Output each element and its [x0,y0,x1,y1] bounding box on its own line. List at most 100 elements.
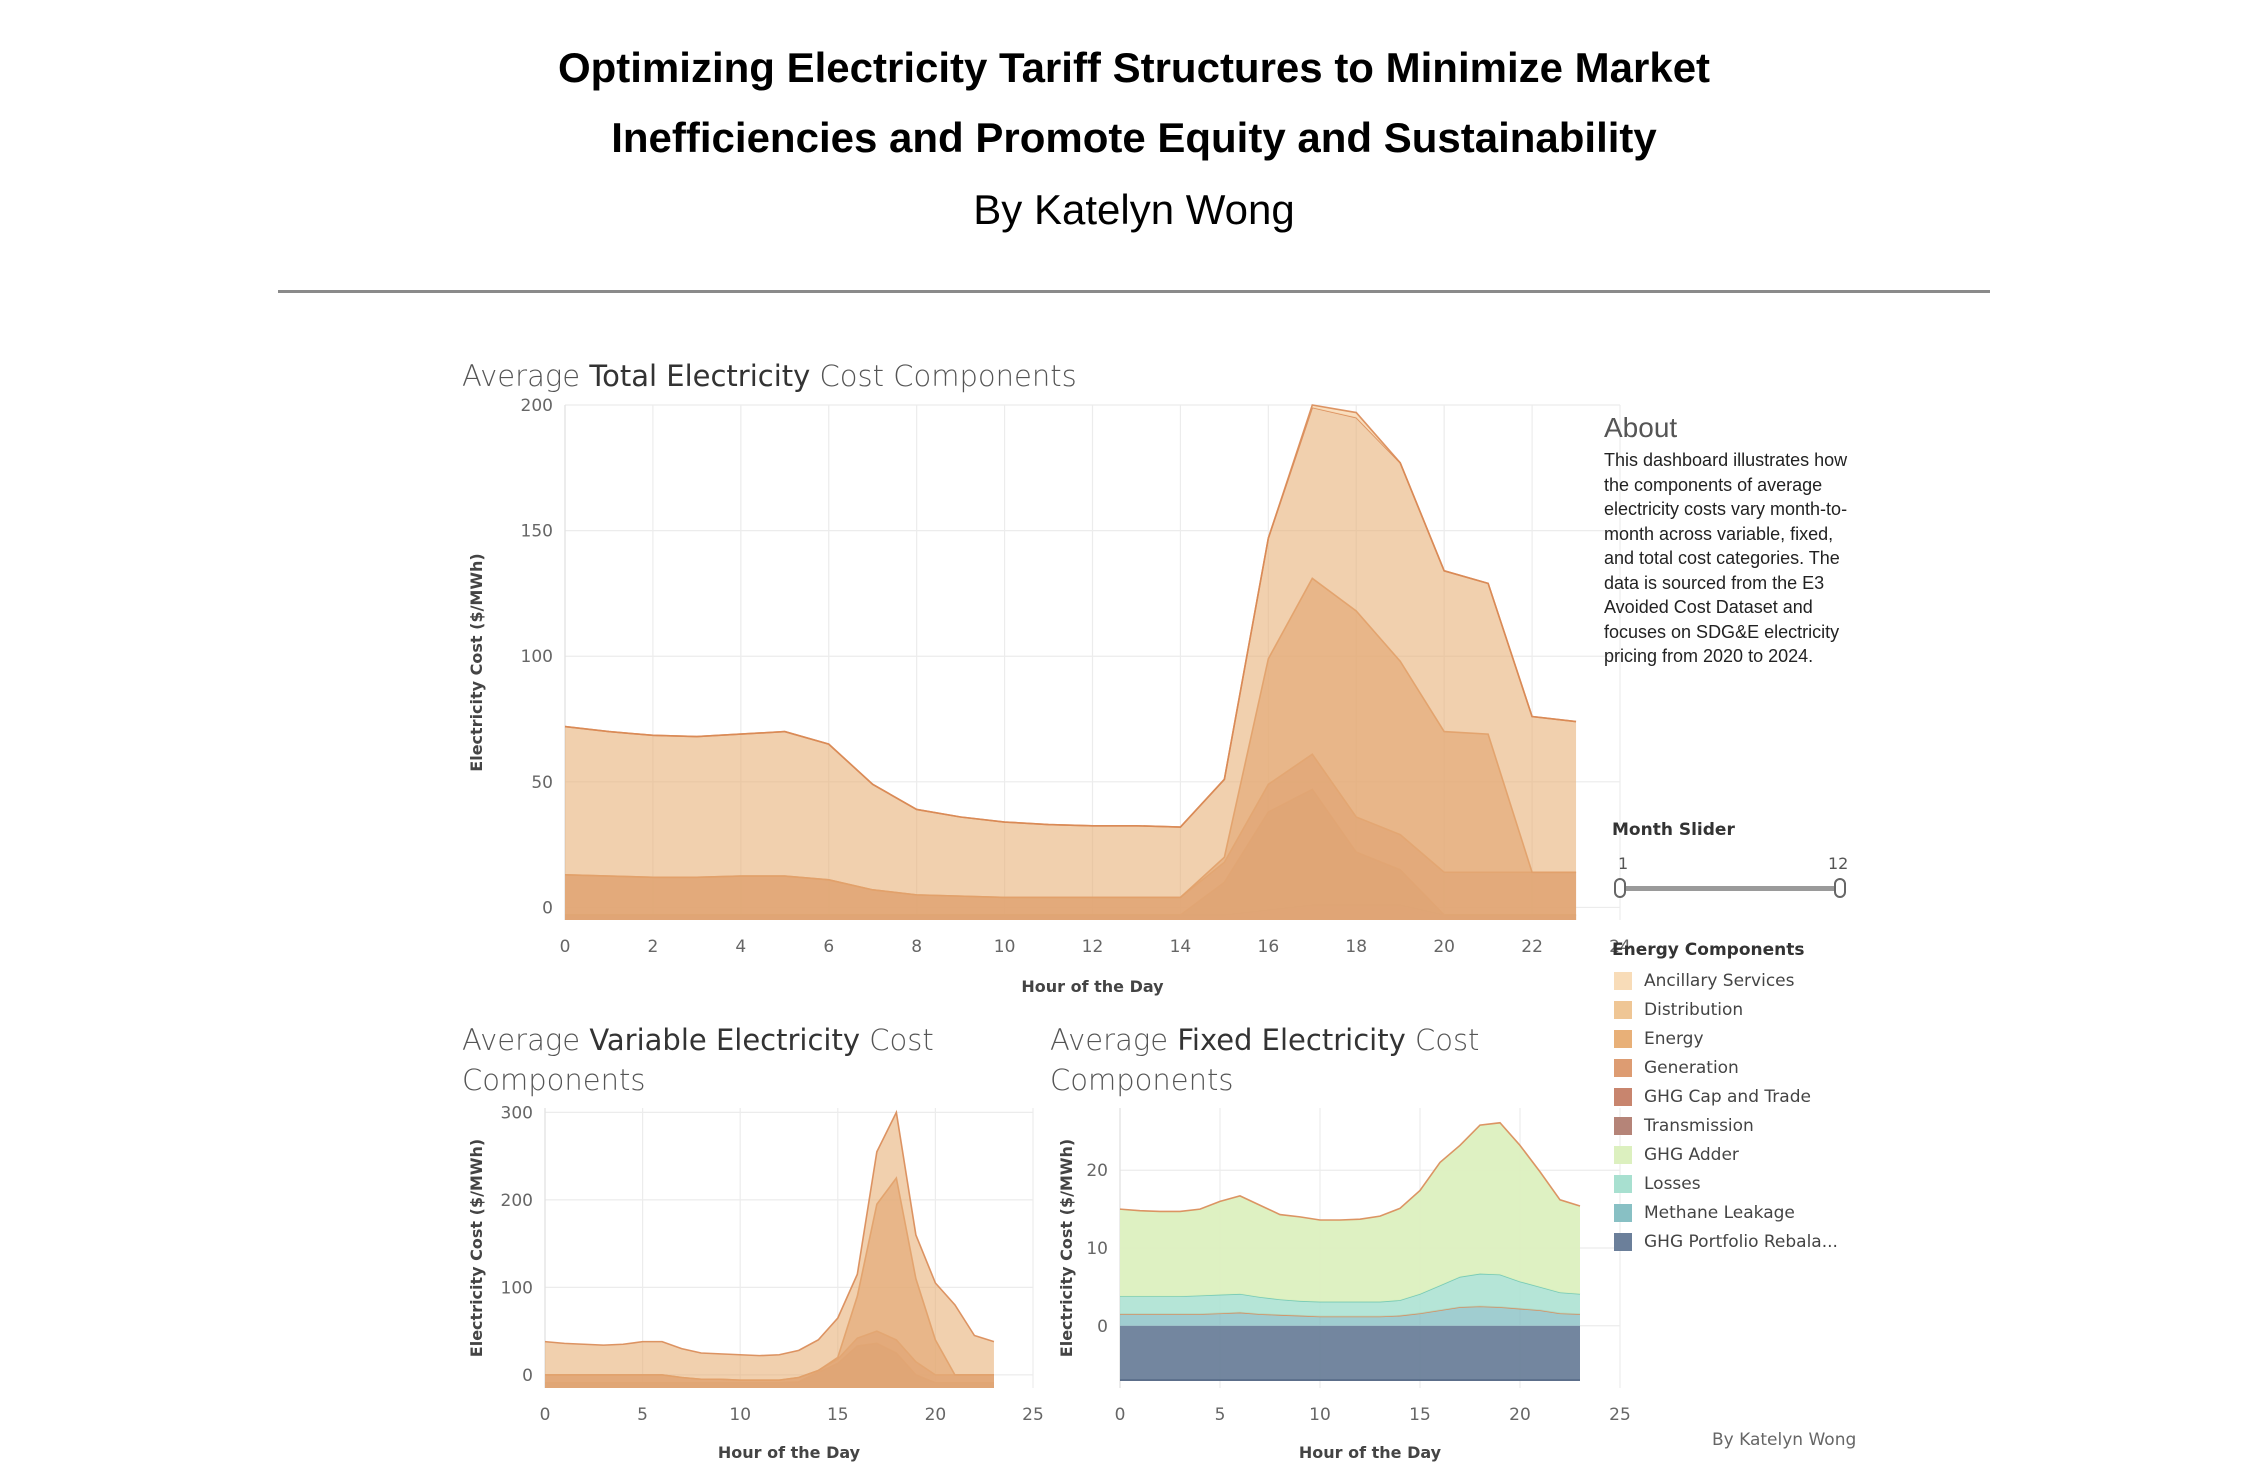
legend-title: Energy Components [1612,940,1805,960]
y-tick-label: 100 [521,647,553,667]
legend-label: Ancillary Services [1644,970,1795,991]
legend-label: Losses [1644,1173,1701,1194]
variable-cost-area-chart[interactable]: 0 5 10 15 20 25 0 100 200 300 Hour of the Day Elect… [460,1100,1044,1476]
slider-range-bar [1622,886,1836,891]
area-energy[interactable] [565,407,1577,920]
x-tick-label: 25 [1609,1405,1631,1425]
y-tick-label: 300 [501,1103,533,1123]
legend-label: Methane Leakage [1644,1202,1795,1223]
legend-label: GHG Portfolio Rebala... [1644,1231,1838,1252]
y-axis-title: Electricity Cost ($/MWh) [467,553,486,771]
fixed-title-post: Cost [1405,1023,1480,1057]
footer-credit: By Katelyn Wong [1712,1430,1857,1450]
x-tick-label: 4 [735,937,746,957]
header-divider [278,290,1990,293]
series-line [1119,1121,1581,1221]
legend-swatch [1614,1203,1632,1222]
y-tick-label: 0 [522,1366,533,1386]
variable-title-post: Cost [860,1023,934,1057]
x-axis-title: Hour of the Day [1021,977,1164,996]
legend-item[interactable]: GHG Cap and Trade [1612,1082,1872,1111]
variable-title-bold: Variable Electricity [589,1023,860,1057]
legend-label: GHG Adder [1644,1144,1739,1165]
area-methane-leakage[interactable] [1120,1306,1580,1326]
x-axis-title: Hour of the Day [718,1443,861,1462]
legend-item[interactable]: Losses [1612,1169,1872,1198]
area-ghg-adder[interactable] [1120,1122,1580,1302]
series-line [564,404,1577,828]
total-title-bold: Total Electricity [589,359,811,393]
fixed-cost-area-chart[interactable]: 0 5 10 15 20 25 0 10 20 Hour of the Day Electricit… [1050,1100,1631,1476]
y-tick-label: 10 [1086,1239,1108,1259]
x-tick-label: 20 [1509,1405,1531,1425]
x-tick-label: 15 [1409,1405,1431,1425]
slider-max-label: 12 [1828,854,1849,873]
x-tick-label: 0 [540,1405,551,1425]
area-energy[interactable] [545,1112,994,1388]
x-tick-label: 2 [648,937,659,957]
area-ghg-portfolio-rebala-[interactable] [1120,1325,1580,1381]
legend-swatch [1614,1029,1632,1048]
x-tick-label: 16 [1258,937,1280,957]
legend-item[interactable]: Methane Leakage [1612,1198,1872,1227]
dashboard-byline: By Katelyn Wong [973,186,1295,233]
legend-swatch [1614,1174,1632,1193]
fixed-title-pre: Average [1050,1023,1178,1057]
y-tick-label: 200 [501,1191,533,1211]
legend-item[interactable]: Generation [1612,1053,1872,1082]
total-chart-title: Average Total Electricity Cost Component… [462,356,1077,396]
x-tick-label: 10 [1309,1405,1331,1425]
x-tick-label: 25 [1022,1405,1044,1425]
x-tick-label: 14 [1170,937,1192,957]
legend-item[interactable]: Transmission [1612,1111,1872,1140]
area-losses[interactable] [1120,1273,1580,1317]
y-tick-label: 0 [542,898,553,918]
x-tick-label: 20 [1433,937,1455,957]
x-tick-label: 12 [1082,937,1104,957]
x-tick-label: 5 [1215,1405,1226,1425]
dashboard-title-line2: Inefficiencies and Promote Equity and Su… [611,114,1657,161]
legend-item[interactable]: GHG Portfolio Rebala... [1612,1227,1872,1256]
y-tick-label: 20 [1086,1161,1108,1181]
x-axis-title: Hour of the Day [1299,1443,1442,1462]
legend-item[interactable]: GHG Adder [1612,1140,1872,1169]
about-panel: About This dashboard illustrates how the… [1604,412,1854,669]
legend-swatch [1614,1232,1632,1251]
legend-swatch [1614,1058,1632,1077]
slider-end-handle[interactable] [1834,878,1846,898]
legend-swatch [1614,1116,1632,1135]
legend-swatch [1614,1087,1632,1106]
legend-item[interactable]: Ancillary Services [1612,966,1872,995]
variable-title-line2: Components [462,1063,646,1097]
y-tick-label: 150 [521,522,553,542]
x-tick-label: 15 [827,1405,849,1425]
x-tick-label: 6 [823,937,834,957]
y-axis-title: Electricity Cost ($/MWh) [1057,1139,1076,1357]
legend-item[interactable]: Energy [1612,1024,1872,1053]
x-tick-label: 10 [729,1405,751,1425]
y-tick-label: 100 [501,1278,533,1298]
legend-label: Energy [1644,1028,1704,1049]
slider-track[interactable] [1612,878,1862,898]
legend-swatch [1614,971,1632,990]
legend-item[interactable]: Distribution [1612,995,1872,1024]
fixed-chart-title: Average Fixed Electricity Cost Component… [1050,1020,1479,1100]
slider-min-label: 1 [1618,854,1629,873]
fixed-title-line2: Components [1050,1063,1234,1097]
total-title-post: Cost Components [810,359,1077,393]
y-tick-label: 200 [521,396,553,416]
y-axis-title: Electricity Cost ($/MWh) [467,1139,486,1357]
y-tick-label: 0 [1097,1317,1108,1337]
month-slider-label: Month Slider [1612,820,1735,840]
series-line [544,1109,995,1357]
month-slider[interactable]: Month Slider 1 12 [1612,820,1862,898]
legend-label: Distribution [1644,999,1744,1020]
y-tick-label: 50 [531,773,553,793]
x-tick-label: 18 [1345,937,1367,957]
slider-start-handle[interactable] [1614,878,1626,898]
legend-label: Transmission [1644,1115,1754,1136]
dashboard-title-line1: Optimizing Electricity Tariff Structures… [557,44,1711,91]
x-tick-label: 5 [637,1405,648,1425]
variable-chart-title: Average Variable Electricity Cost Compon… [462,1020,934,1100]
